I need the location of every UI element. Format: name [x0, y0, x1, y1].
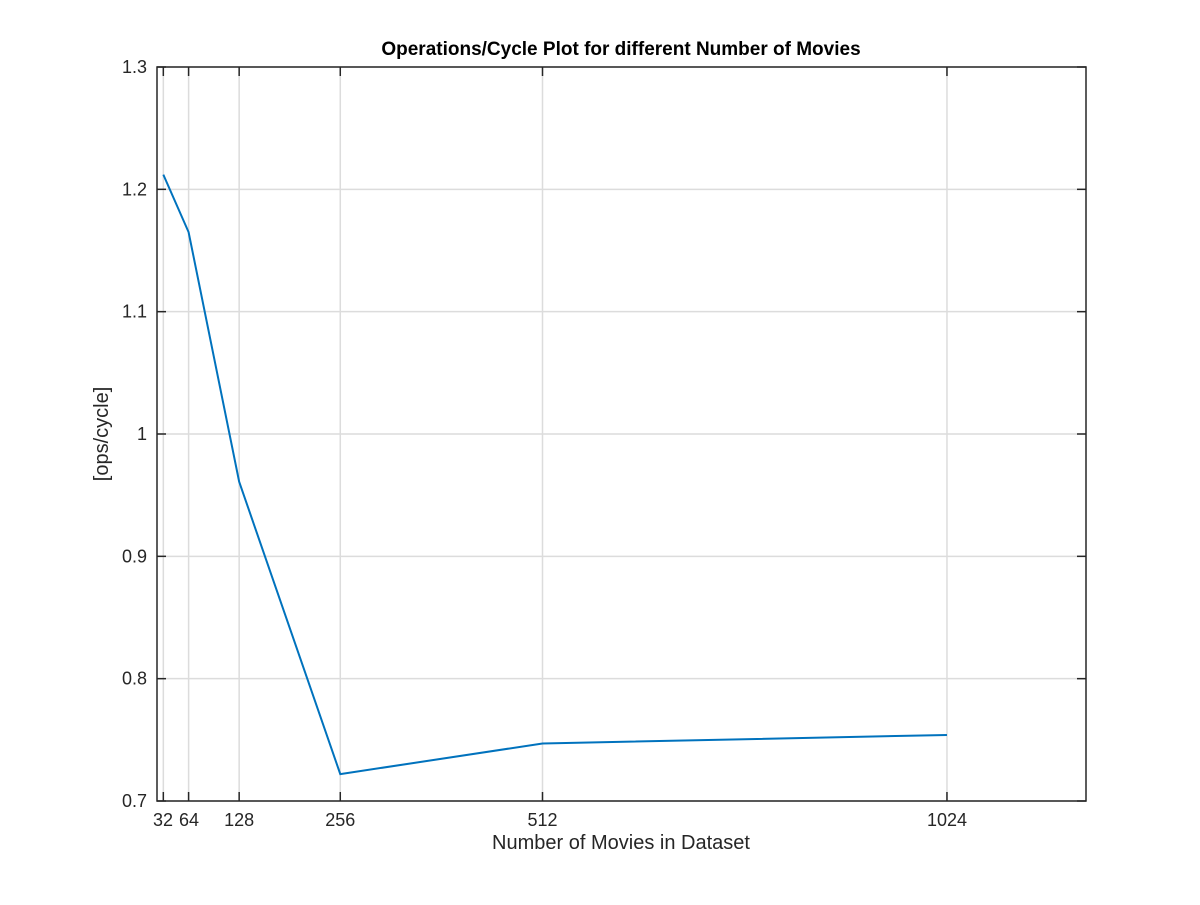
- y-tick-label: 1.2: [122, 179, 147, 199]
- x-tick-label: 64: [179, 810, 199, 830]
- chart-title: Operations/Cycle Plot for different Numb…: [381, 39, 860, 60]
- x-tick-label: 128: [224, 810, 254, 830]
- y-tick-label: 0.9: [122, 546, 147, 566]
- y-axis-label: [ops/cycle]: [91, 387, 113, 481]
- y-tick-label: 1: [137, 424, 147, 444]
- x-axis-label: Number of Movies in Dataset: [492, 832, 750, 854]
- x-tick-label: 512: [527, 810, 557, 830]
- x-tick-label: 32: [153, 810, 173, 830]
- y-tick-label: 1.3: [122, 57, 147, 77]
- y-tick-label: 0.7: [122, 791, 147, 811]
- y-tick-label: 0.8: [122, 669, 147, 689]
- y-tick-label: 1.1: [122, 302, 147, 322]
- x-tick-label: 256: [325, 810, 355, 830]
- x-tick-label: 1024: [927, 810, 967, 830]
